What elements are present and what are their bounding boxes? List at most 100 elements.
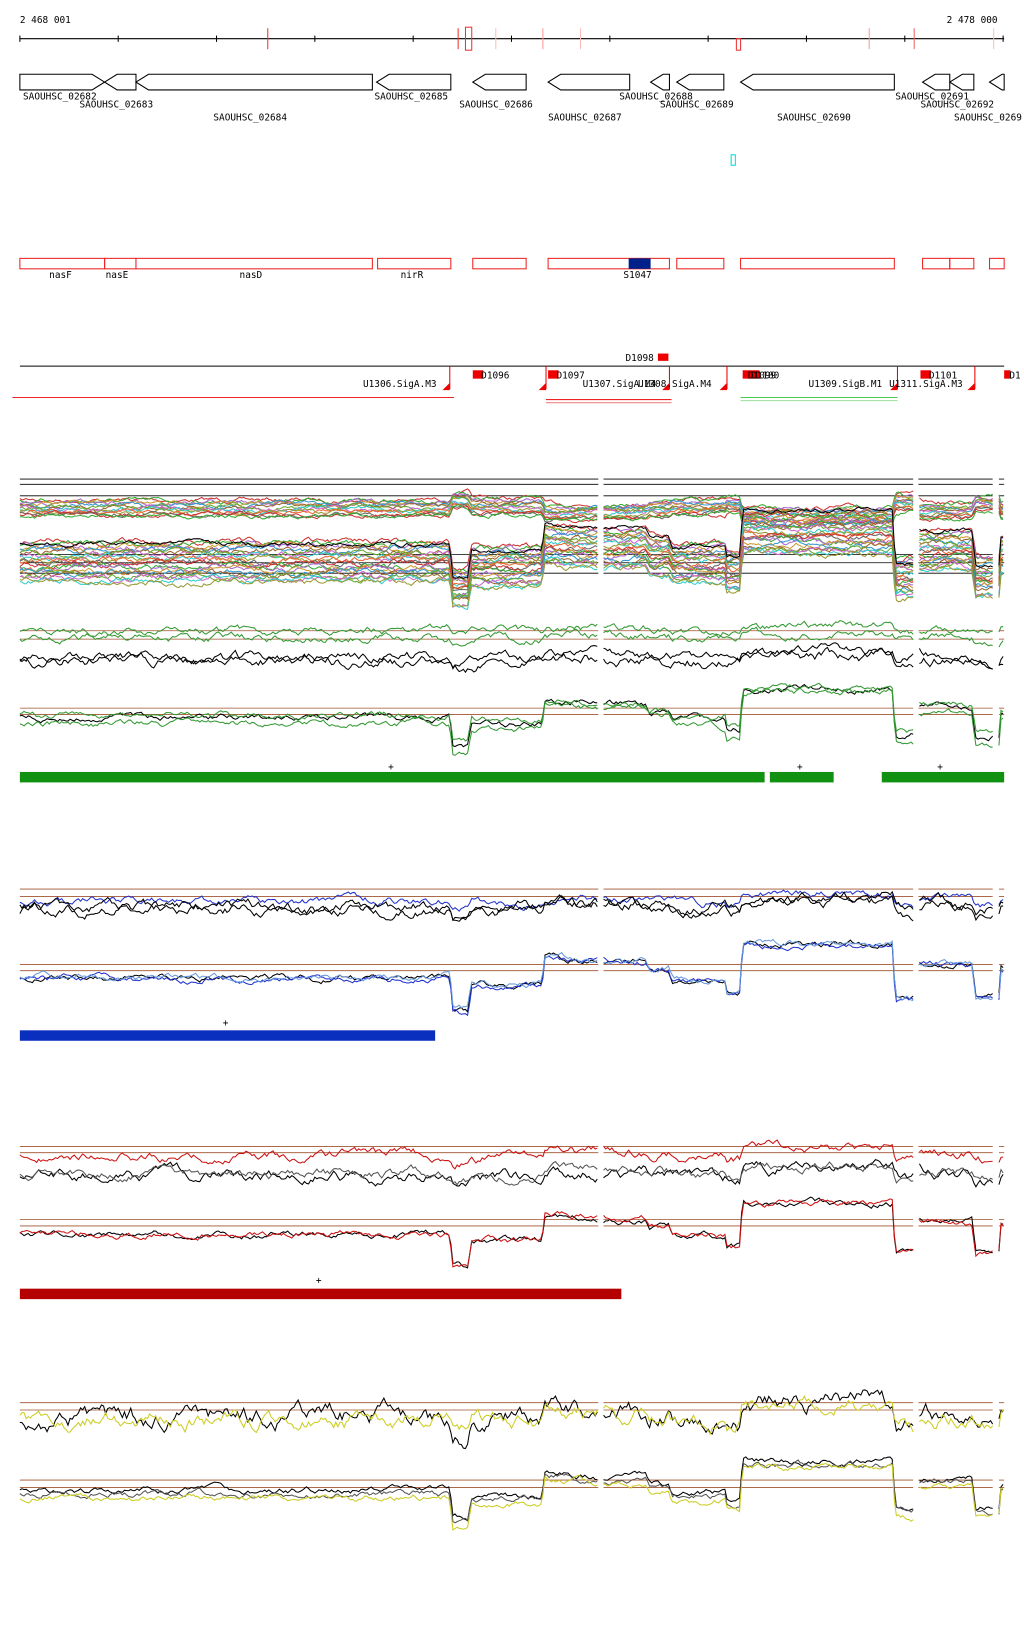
label: SAOUHSC_02689 [660,100,734,111]
label: + [223,1018,229,1029]
expression-line [19,938,1004,1009]
expression-line [19,687,1004,756]
label: D1100 [751,371,780,382]
label: SAOUHSC_02684 [213,112,287,123]
expression-line [19,545,1004,600]
gene-arrow [547,73,631,91]
gene-arrow [375,73,452,91]
expression-line [19,941,1004,1017]
gene-arrow [921,73,951,91]
expression-line [19,530,1004,587]
label: D1 [1009,371,1021,382]
label: SAOUHSC_02682 [23,91,97,102]
expression-line [19,1161,1004,1186]
label: D1096 [481,371,510,382]
operon [377,257,452,270]
label: U1307.SigA.M4 [583,379,657,390]
operon-seg [628,258,651,269]
expression-line [19,1456,1004,1522]
strand-bar [19,1288,622,1300]
expression-line [19,534,1004,596]
transcript-box [742,370,760,379]
label: U1309.SigB.M1 [809,379,883,390]
expression-line [19,509,1004,572]
expression-line [19,495,1004,516]
operon [922,257,951,270]
gene-arrow [988,73,1005,91]
tss-flag [538,382,547,391]
label: nasF [49,270,72,281]
tss-flag [442,382,450,391]
gene-arrow [675,73,725,91]
expression-line [19,491,1004,513]
operon [988,257,1005,270]
gene-arrow [471,73,527,91]
gene-arrow [948,73,975,91]
label: D1098 [626,353,655,364]
operon [472,257,527,270]
transcript-box [1004,370,1011,379]
label: SAOUHSC_02688 [619,91,693,102]
expression-line [19,535,1004,600]
expression-line [19,889,1004,912]
expression-line [19,892,1004,922]
expression-line [19,514,1004,577]
ruler-box [464,26,473,51]
label: SAOUHSC_02691 [895,91,969,102]
operon [547,257,670,270]
label: nirR [401,270,424,281]
transcript-box [548,370,559,379]
strand-bar [19,1030,436,1041]
strand-bar [769,771,834,783]
expression-line [19,539,1004,600]
expression-line [19,1158,1004,1188]
expression-line [19,523,1004,583]
tss-flag [719,382,727,391]
transcript-box [472,370,484,379]
expression-line [19,495,1004,518]
expression-line [19,682,1004,742]
expression-line [19,1196,1004,1269]
gene-arrow [134,73,373,91]
expression-line [19,939,1004,1014]
transcript-box [920,370,931,379]
label: D1097 [556,371,584,382]
expression-line [19,642,1004,670]
label: nasD [240,270,263,281]
strand-bar [19,771,765,783]
expression-line [19,890,1004,922]
label: SAOUHSC_02685 [374,91,448,102]
label: SAOUHSC_02683 [79,100,153,111]
operon [740,257,895,270]
label: SAOUHSC_02686 [459,100,533,111]
label: U1311.SigA.M3 [889,379,963,390]
expression-line [19,683,1004,748]
ruler-box [735,38,742,51]
expression-line [19,1462,1004,1531]
operon [104,257,137,270]
label: + [316,1275,322,1286]
tss-flag [967,382,975,391]
label: D1101 [929,371,958,382]
expression-line [19,1389,1004,1450]
label: + [797,762,803,773]
expression-line [19,506,1004,579]
label: + [388,762,394,773]
gene-arrow [649,73,670,91]
expression-line [19,646,1004,674]
operon [135,257,373,270]
cyan-mark [730,154,736,166]
expression-line [19,488,1004,514]
label: 2 478 000 [947,15,998,26]
browser-content: 2 468 001 2 478 000SAOUHSC_02682SAOUHSC_0… [12,15,1022,1531]
label: S1047 [623,270,651,281]
expression-line [19,504,1004,529]
gene-arrow [103,73,137,91]
label: nasE [106,270,129,281]
label: + [937,762,943,773]
label: 2 468 001 [20,15,71,26]
operon [19,257,106,270]
expression-line [19,523,1004,584]
expression-line [19,1459,1004,1524]
